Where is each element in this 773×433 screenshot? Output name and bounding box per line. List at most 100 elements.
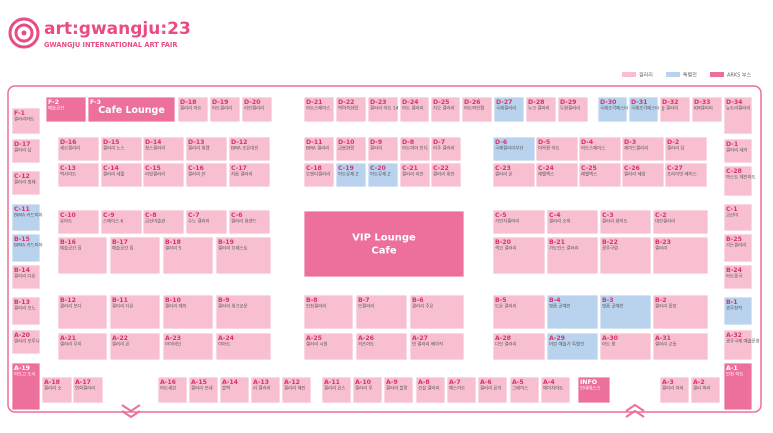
booth-code: A-31 bbox=[655, 335, 671, 342]
booth-code: A-26 bbox=[358, 335, 374, 342]
booth-code: A-30 bbox=[602, 335, 619, 342]
booth-name: 가트인스 갤러리 bbox=[549, 245, 579, 252]
booth-box bbox=[723, 96, 753, 135]
booth-name: 명품 공예전 bbox=[549, 303, 571, 310]
booth-box bbox=[652, 236, 709, 275]
booth-name: 갤러리 소 bbox=[44, 385, 62, 392]
booth-code: C-5 bbox=[495, 212, 507, 219]
booth-box bbox=[659, 96, 691, 123]
booth-code: B-14 bbox=[14, 267, 31, 274]
chevron-down bbox=[121, 404, 141, 419]
booth-code: D-27 bbox=[496, 99, 512, 106]
booth-code: A-23 bbox=[165, 335, 181, 342]
booth-name: 두원갤러리 bbox=[560, 105, 580, 112]
booth-name: 갤러리 다온 bbox=[14, 273, 36, 280]
booth-name: 갤러리 온스 bbox=[324, 385, 346, 392]
booth-code: B-8 bbox=[306, 297, 318, 304]
booth-code: D-2 bbox=[667, 139, 679, 146]
booth-name: 갤러리 교동 bbox=[655, 341, 677, 348]
booth-box bbox=[492, 136, 536, 162]
booth-box bbox=[578, 136, 622, 162]
booth-name: 블랙 bbox=[222, 385, 230, 392]
booth-box bbox=[383, 376, 414, 404]
booth-code: D-32 bbox=[662, 99, 678, 106]
booth-code: B-17 bbox=[112, 239, 128, 246]
booth-name: 갤러리 S bbox=[165, 245, 182, 252]
booth-code: C-14 bbox=[103, 165, 120, 172]
booth-code: B-3 bbox=[602, 297, 614, 304]
booth-code: C-17 bbox=[231, 165, 247, 172]
booth-name: 갤러리 리안 bbox=[402, 171, 424, 178]
booth-code: A-5 bbox=[512, 379, 524, 386]
booth-code: B-24 bbox=[726, 267, 743, 274]
booth-name: BMA 갤러리 bbox=[306, 145, 329, 152]
booth-name: 도온 갤러리 bbox=[495, 303, 517, 310]
lounge: VIP Lounge Cafe bbox=[303, 210, 465, 278]
booth-name: 국제조각페스타 bbox=[631, 105, 659, 112]
booth-name: 텍사아트 bbox=[60, 171, 76, 178]
booth-box bbox=[185, 136, 228, 162]
booth: B-5도온 갤러리 bbox=[492, 294, 546, 330]
booth-name: 갤러리 보다 bbox=[60, 303, 82, 310]
booth-name: 갤러리 세키 bbox=[726, 147, 748, 154]
legend-label: ARKS 부스 bbox=[727, 73, 752, 79]
booth-box bbox=[578, 162, 622, 188]
booth-box bbox=[321, 376, 352, 404]
booth-name: 아트 갤러리 bbox=[402, 105, 424, 112]
booth-box bbox=[355, 294, 408, 330]
booth-name: 아트파인랩 bbox=[464, 105, 484, 112]
booth-box bbox=[142, 136, 185, 162]
booth-code: D-26 bbox=[464, 99, 480, 106]
booth-box bbox=[652, 332, 709, 361]
booth-code: C-19 bbox=[338, 165, 354, 172]
booth-code: C-27 bbox=[667, 165, 683, 172]
booth-box bbox=[652, 294, 709, 330]
booth-code: A-3 bbox=[662, 379, 674, 386]
logo-dot bbox=[21, 30, 27, 36]
booth-box bbox=[11, 233, 41, 263]
lounge-box bbox=[303, 210, 465, 278]
booth-name: 마스트 체인아트 bbox=[726, 174, 756, 181]
booth-code: B-20 bbox=[495, 239, 512, 246]
booth-code: B-18 bbox=[165, 239, 181, 246]
booth-code: B-23 bbox=[655, 239, 671, 246]
booth-code: D-14 bbox=[145, 139, 162, 146]
booth-box bbox=[335, 162, 367, 188]
booth-name: 가빈지갤러리 bbox=[495, 218, 519, 225]
booth-code: C-21 bbox=[402, 165, 418, 172]
booth-code: A-12 bbox=[284, 379, 300, 386]
booth-box bbox=[11, 170, 41, 196]
booth-box bbox=[303, 162, 335, 188]
booth-box bbox=[659, 376, 690, 404]
booth-box bbox=[185, 209, 228, 235]
booth-name: 뉴트리갤러리 bbox=[726, 105, 750, 112]
booth-name: 갤러리 담 bbox=[667, 145, 685, 152]
booth-box bbox=[492, 332, 546, 361]
booth: A-13리 갤러리 bbox=[250, 376, 281, 404]
booth-code: D-19 bbox=[212, 99, 228, 106]
booth-box bbox=[557, 96, 589, 123]
booth-code: C-18 bbox=[306, 165, 322, 172]
booth-name: 국제조각페스타 bbox=[600, 105, 628, 112]
booth-box bbox=[109, 294, 161, 330]
booth-code: B-16 bbox=[60, 239, 76, 246]
booth-box bbox=[11, 296, 41, 326]
booth-code: C-25 bbox=[581, 165, 597, 172]
booth-box bbox=[577, 376, 611, 404]
